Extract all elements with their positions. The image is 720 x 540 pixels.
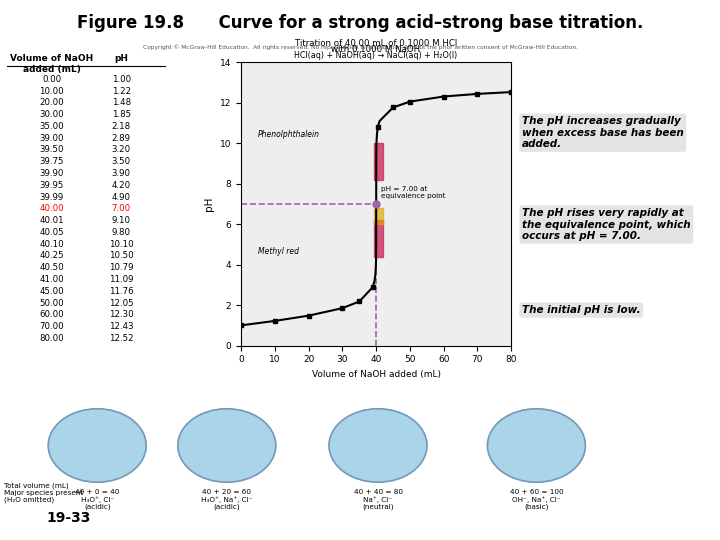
Text: 10.00: 10.00 [39, 86, 64, 96]
Bar [374, 208, 383, 224]
Text: 70.00: 70.00 [39, 322, 64, 331]
Text: 10.10: 10.10 [109, 240, 134, 248]
Text: 40 + 20 = 60
H₃O⁺, Na⁺, Cl⁻
(acidic): 40 + 20 = 60 H₃O⁺, Na⁺, Cl⁻ (acidic) [201, 489, 253, 510]
Text: 40.10: 40.10 [39, 240, 64, 248]
Text: 40 + 40 = 80
Na⁺, Cl⁻
(neutral): 40 + 40 = 80 Na⁺, Cl⁻ (neutral) [354, 489, 402, 510]
Text: Figure 19.8      Curve for a strong acid–strong base titration.: Figure 19.8 Curve for a strong acid–stro… [77, 14, 643, 31]
Text: 12.05: 12.05 [109, 299, 134, 307]
Text: 3.50: 3.50 [112, 157, 131, 166]
X-axis label: Volume of NaOH added (mL): Volume of NaOH added (mL) [312, 370, 441, 379]
Text: 39.90: 39.90 [40, 169, 64, 178]
Text: 40 + 60 = 100
OH⁻, Na⁺, Cl⁻
(basic): 40 + 60 = 100 OH⁻, Na⁺, Cl⁻ (basic) [510, 489, 563, 510]
Text: 0.00: 0.00 [42, 75, 61, 84]
Text: 45.00: 45.00 [39, 287, 64, 296]
Text: 1.00: 1.00 [112, 75, 131, 84]
Text: HCl(aq) + NaOH(aq) → NaCl(aq) + H₂O(l): HCl(aq) + NaOH(aq) → NaCl(aq) + H₂O(l) [294, 51, 457, 60]
Bar [374, 220, 383, 256]
Text: Methyl red: Methyl red [258, 247, 299, 256]
Text: 40.50: 40.50 [39, 263, 64, 272]
Text: Total volume (mL)
Major species present
(H₂O omitted): Total volume (mL) Major species present … [4, 482, 83, 503]
Text: Copyright © McGraw-Hill Education.  All rights reserved. No reproduction or dist: Copyright © McGraw-Hill Education. All r… [143, 44, 577, 50]
Text: 1.22: 1.22 [112, 86, 131, 96]
Text: 30.00: 30.00 [39, 110, 64, 119]
Text: pH = 7.00 at
equivalence point: pH = 7.00 at equivalence point [382, 186, 446, 199]
Text: 60.00: 60.00 [39, 310, 64, 319]
Text: The pH increases gradually
when excess base has been
added.: The pH increases gradually when excess b… [522, 116, 684, 149]
Text: 2.18: 2.18 [112, 122, 131, 131]
Bar [374, 143, 383, 179]
Text: 12.52: 12.52 [109, 334, 134, 343]
Text: 40.05: 40.05 [39, 228, 64, 237]
Text: 1.85: 1.85 [112, 110, 131, 119]
Text: The pH rises very rapidly at
the equivalence point, which
occurs at pH = 7.00.: The pH rises very rapidly at the equival… [522, 208, 690, 241]
Y-axis label: pH: pH [204, 197, 215, 211]
Text: 3.20: 3.20 [112, 145, 131, 154]
Text: 39.75: 39.75 [40, 157, 64, 166]
Text: 40.00: 40.00 [39, 204, 64, 213]
Text: 10.50: 10.50 [109, 252, 134, 260]
Text: 39.00: 39.00 [40, 134, 64, 143]
Text: Titration of 40.00 mL of 0.1000 M HCl: Titration of 40.00 mL of 0.1000 M HCl [294, 38, 457, 48]
Text: 11.76: 11.76 [109, 287, 134, 296]
Text: 40.25: 40.25 [39, 252, 64, 260]
Text: 12.30: 12.30 [109, 310, 134, 319]
Text: 39.99: 39.99 [40, 193, 63, 201]
Text: with 0.1000 M NaOH: with 0.1000 M NaOH [331, 45, 420, 54]
Text: 1.48: 1.48 [112, 98, 131, 107]
Text: pH: pH [114, 54, 128, 63]
Text: 4.20: 4.20 [112, 181, 131, 190]
Text: 80.00: 80.00 [39, 334, 64, 343]
Text: 39.50: 39.50 [40, 145, 64, 154]
Text: 35.00: 35.00 [39, 122, 64, 131]
Text: 50.00: 50.00 [39, 299, 64, 307]
Text: 10.79: 10.79 [109, 263, 133, 272]
Text: 9.10: 9.10 [112, 216, 131, 225]
Text: 20.00: 20.00 [39, 98, 64, 107]
Text: 4.90: 4.90 [112, 193, 131, 201]
Text: 39.95: 39.95 [40, 181, 64, 190]
Text: 12.43: 12.43 [109, 322, 134, 331]
Text: 2.89: 2.89 [112, 134, 131, 143]
Text: Volume of NaOH
added (mL): Volume of NaOH added (mL) [10, 54, 93, 73]
Text: The initial pH is low.: The initial pH is low. [522, 305, 641, 315]
Text: 3.90: 3.90 [112, 169, 131, 178]
Text: 40.01: 40.01 [39, 216, 64, 225]
Text: 19-33: 19-33 [47, 511, 91, 525]
Text: 9.80: 9.80 [112, 228, 131, 237]
Text: 7.00: 7.00 [112, 204, 131, 213]
Text: 11.09: 11.09 [109, 275, 133, 284]
Text: 40 + 0 = 40
H₃O⁺, Cl⁻
(acidic): 40 + 0 = 40 H₃O⁺, Cl⁻ (acidic) [75, 489, 120, 510]
Text: 41.00: 41.00 [39, 275, 64, 284]
Text: Phenolphthalein: Phenolphthalein [258, 130, 320, 139]
